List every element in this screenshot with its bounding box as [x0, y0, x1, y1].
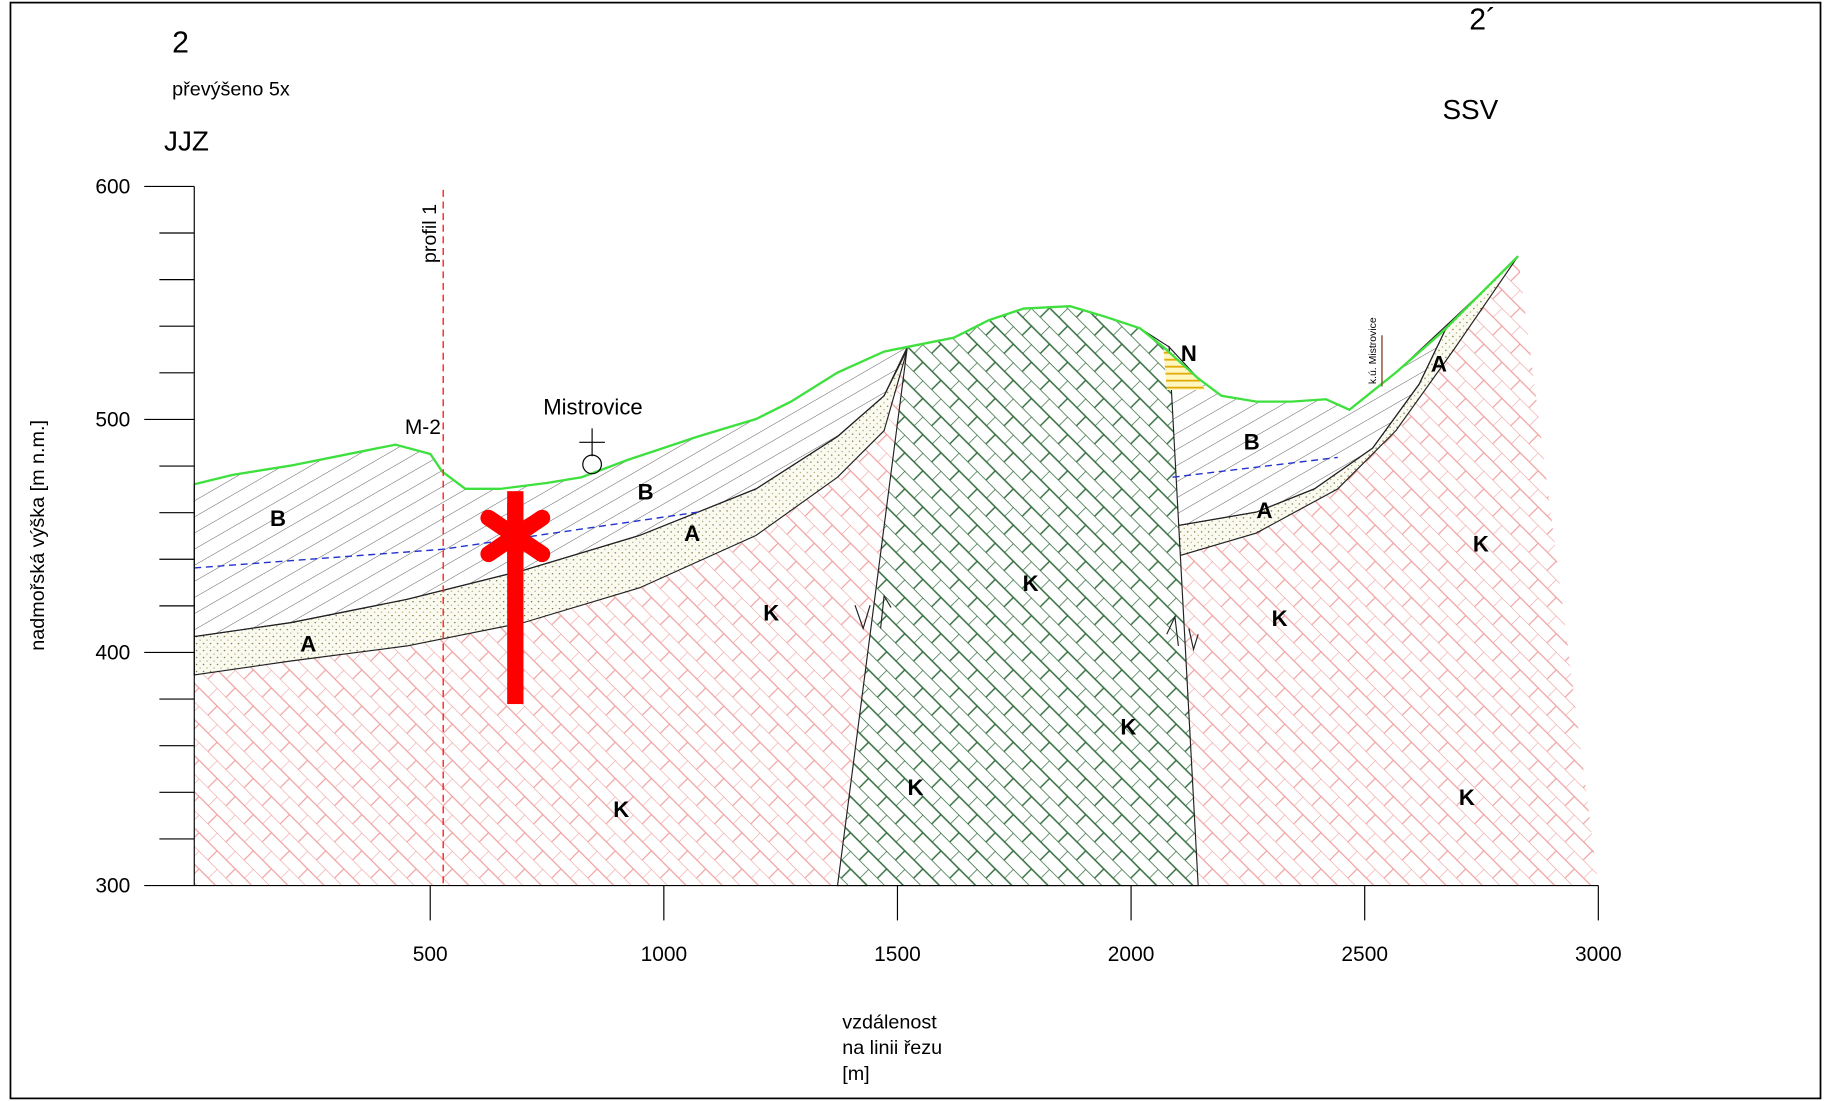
header-profile-end: 2´: [1469, 3, 1496, 36]
unit-label: B: [638, 479, 654, 504]
borehole-label: M-2: [405, 416, 441, 439]
x-tick-label: 1500: [874, 943, 921, 966]
cadastre-label: k.ú. Mistrovice: [1368, 317, 1379, 384]
geological-profile: 300 400 500 600 500 1000 1500 2000 2500 3000 nadmo…: [0, 0, 1824, 1101]
header-direction-right: SSV: [1442, 94, 1498, 125]
y-tick-label: 600: [95, 175, 130, 198]
unit-label: K: [908, 775, 924, 800]
unit-label: A: [1256, 498, 1272, 523]
y-tick-label: 500: [95, 408, 130, 431]
x-axis-label: [m]: [842, 1063, 869, 1085]
unit-label: A: [1431, 351, 1447, 376]
x-tick-label: 500: [413, 943, 448, 966]
header-profile-start: 2: [172, 27, 189, 60]
unit-label: B: [1244, 429, 1260, 454]
x-axis-label: na linii řezu: [842, 1037, 942, 1059]
header-direction-left: JJZ: [164, 125, 209, 156]
x-axis-label: vzdálenost: [842, 1012, 937, 1034]
unit-label: K: [1473, 532, 1489, 557]
profile-label: profil 1: [419, 204, 441, 263]
unit-label: K: [763, 600, 779, 625]
header-exaggeration: převýšeno 5x: [172, 79, 290, 101]
unit-label: K: [1023, 571, 1039, 596]
unit-label: K: [613, 797, 629, 822]
place-label: Mistrovice: [543, 394, 642, 419]
x-tick-label: 2500: [1341, 943, 1388, 966]
unit-label: B: [270, 506, 286, 531]
y-axis-label: nadmořská výška [m n.m.]: [27, 420, 49, 651]
x-tick-label: 2000: [1108, 943, 1155, 966]
y-tick-label: 400: [95, 641, 130, 664]
geology: [194, 190, 1598, 886]
unit-label: K: [1459, 785, 1475, 810]
unit-label: K: [1272, 606, 1288, 631]
place-symbol: [583, 455, 602, 474]
y-tick-label: 300: [95, 875, 130, 898]
x-tick-label: 3000: [1575, 943, 1622, 966]
unit-k: [1169, 256, 1598, 885]
unit-label: N: [1181, 341, 1197, 366]
unit-label: A: [300, 632, 316, 657]
unit-label: K: [1120, 714, 1136, 739]
unit-label: A: [684, 521, 700, 546]
x-tick-label: 1000: [641, 943, 688, 966]
